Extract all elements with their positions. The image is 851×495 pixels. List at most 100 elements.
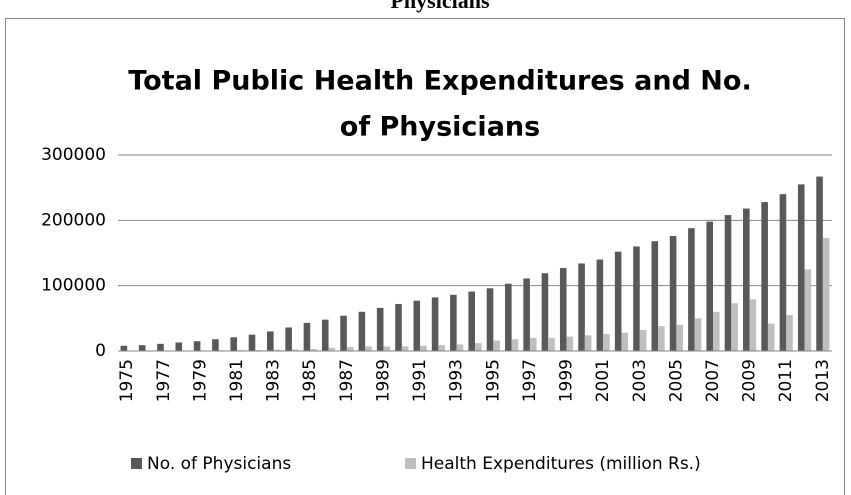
bar — [743, 208, 750, 351]
bar — [291, 349, 299, 351]
bar — [603, 334, 610, 351]
x-tick-label: 2007 — [703, 359, 723, 402]
bar — [669, 236, 677, 351]
legend-label: Health Expenditures (million Rs.) — [421, 454, 701, 474]
bar — [401, 346, 409, 351]
bar — [212, 339, 219, 351]
bar — [438, 345, 445, 351]
bar — [804, 269, 812, 351]
bar — [193, 341, 201, 351]
bar — [365, 346, 372, 351]
bar — [450, 294, 457, 351]
bar — [273, 349, 281, 351]
x-tick-label: 1997 — [520, 359, 540, 402]
bar — [431, 297, 439, 351]
bar — [822, 237, 830, 351]
bar — [724, 215, 732, 351]
bar — [786, 315, 793, 351]
bar — [731, 303, 738, 351]
x-tick-label: 2009 — [740, 359, 760, 402]
page-heading: Physicians — [390, 0, 489, 13]
bar — [658, 326, 665, 351]
x-tick-label: 2003 — [630, 359, 650, 402]
legend-label: No. of Physicians — [147, 454, 291, 474]
bar — [529, 337, 537, 351]
bar — [505, 283, 512, 351]
bar — [456, 344, 464, 351]
bar — [486, 288, 494, 351]
bar — [633, 246, 640, 351]
bar — [779, 194, 787, 351]
x-tick-label: 1987 — [337, 359, 357, 402]
bar — [797, 184, 805, 351]
bar — [816, 176, 823, 351]
bar — [310, 349, 317, 351]
x-tick-label: 1989 — [373, 359, 393, 402]
x-tick-label: 1977 — [154, 359, 174, 402]
bar — [651, 241, 659, 351]
bar — [346, 347, 354, 351]
bar — [138, 345, 146, 351]
bar — [230, 337, 237, 351]
x-tick-label: 1981 — [227, 359, 247, 402]
bar — [120, 345, 128, 351]
bar — [475, 343, 482, 351]
bar — [157, 343, 164, 351]
bar — [285, 327, 292, 351]
bar — [548, 337, 555, 351]
bar — [713, 311, 720, 351]
x-tick-label: 1995 — [483, 359, 503, 402]
y-tick-label: 0 — [95, 341, 106, 361]
bar — [340, 315, 347, 351]
bar — [420, 345, 427, 351]
x-tick-label: 2013 — [813, 359, 833, 402]
chart-frame — [5, 18, 845, 495]
bar — [468, 291, 475, 351]
bar — [584, 335, 592, 351]
bar — [493, 340, 500, 351]
bar — [321, 319, 329, 351]
bar — [511, 339, 519, 351]
bar — [706, 221, 713, 351]
legend-swatch — [405, 458, 416, 469]
bar — [688, 228, 695, 351]
bar — [614, 251, 622, 351]
x-tick-label: 1993 — [447, 359, 467, 402]
y-tick-label: 300000 — [41, 145, 106, 165]
y-tick-label: 100000 — [41, 276, 106, 296]
bar — [395, 303, 402, 351]
x-tick-label: 1999 — [557, 359, 577, 402]
bar — [541, 273, 549, 351]
bar — [358, 311, 366, 351]
bar — [749, 299, 757, 351]
y-tick-label: 200000 — [41, 210, 106, 230]
x-tick-label: 2005 — [666, 359, 686, 402]
chart-title: Total Public Health Expenditures and No. — [128, 66, 751, 97]
x-tick-label: 1991 — [410, 359, 430, 402]
bar — [694, 318, 702, 351]
bar — [559, 268, 567, 351]
bar — [621, 332, 629, 351]
bar — [676, 324, 683, 351]
bar — [413, 300, 421, 351]
x-tick-label: 1975 — [117, 359, 137, 402]
x-tick-label: 2001 — [593, 359, 613, 402]
bar — [566, 336, 574, 351]
chart-title: of Physicians — [340, 112, 540, 143]
bar — [175, 342, 183, 351]
bar — [376, 307, 384, 351]
bar — [578, 263, 585, 351]
bar — [248, 334, 256, 351]
x-tick-label: 1979 — [190, 359, 210, 402]
bar — [328, 347, 336, 351]
x-tick-label: 1983 — [264, 359, 284, 402]
bar — [303, 322, 311, 351]
bar — [523, 278, 530, 351]
x-tick-label: 1985 — [300, 359, 320, 402]
bar — [383, 346, 391, 351]
legend-swatch — [131, 458, 142, 469]
bar — [639, 330, 647, 351]
bar — [767, 323, 775, 351]
bar — [267, 331, 274, 351]
